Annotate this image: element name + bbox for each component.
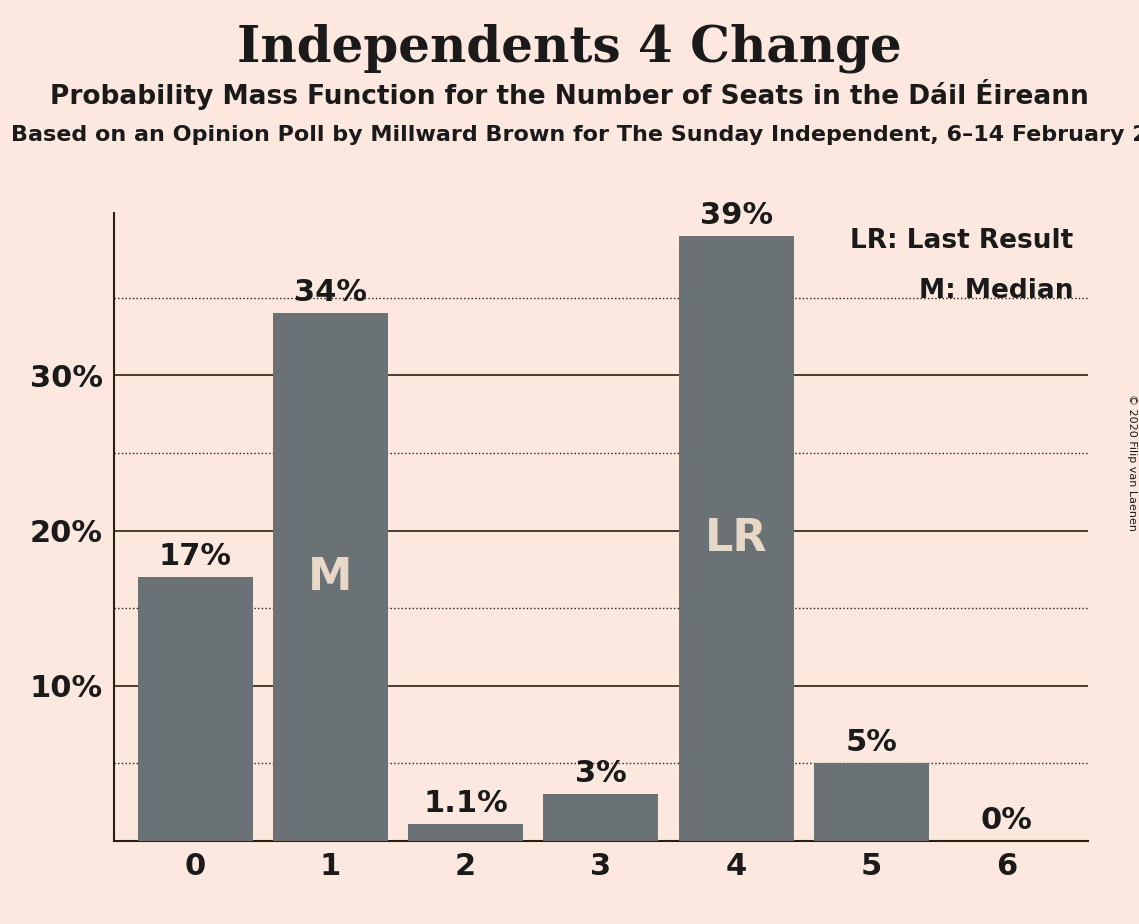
Text: Based on an Opinion Poll by Millward Brown for The Sunday Independent, 6–14 Febr: Based on an Opinion Poll by Millward Bro… xyxy=(11,125,1139,145)
Bar xyxy=(814,763,928,841)
Text: Independents 4 Change: Independents 4 Change xyxy=(237,23,902,73)
Text: 3%: 3% xyxy=(575,760,626,788)
Bar xyxy=(408,824,523,841)
Text: LR: LR xyxy=(705,517,768,560)
Bar xyxy=(543,795,658,841)
Text: LR: Last Result: LR: Last Result xyxy=(850,228,1073,254)
Text: 17%: 17% xyxy=(158,541,231,571)
Text: 5%: 5% xyxy=(845,728,898,757)
Text: 0%: 0% xyxy=(981,806,1033,834)
Text: M: Median: M: Median xyxy=(919,278,1073,305)
Text: 1.1%: 1.1% xyxy=(424,788,508,818)
Bar xyxy=(679,236,794,841)
Text: 34%: 34% xyxy=(294,278,367,307)
Bar xyxy=(273,313,387,841)
Text: 39%: 39% xyxy=(699,201,772,229)
Text: © 2020 Filip van Laenen: © 2020 Filip van Laenen xyxy=(1126,394,1137,530)
Bar xyxy=(138,578,253,841)
Text: M: M xyxy=(309,555,352,599)
Text: Probability Mass Function for the Number of Seats in the Dáil Éireann: Probability Mass Function for the Number… xyxy=(50,79,1089,110)
